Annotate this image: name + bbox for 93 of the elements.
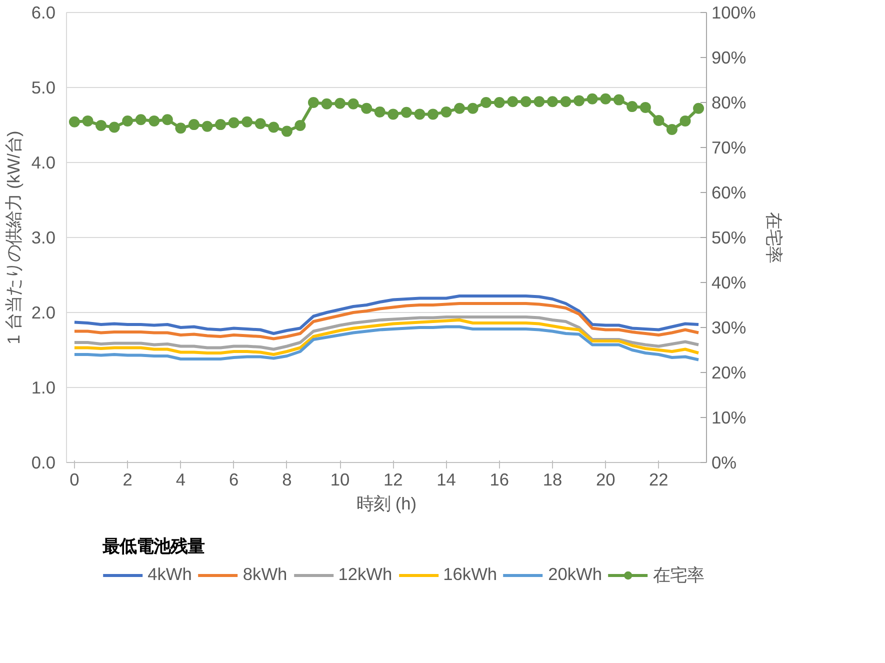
point <box>135 114 146 126</box>
point <box>626 101 638 112</box>
point <box>108 122 120 133</box>
x-tick-label: 0 <box>70 470 80 490</box>
point <box>560 96 572 108</box>
y2-tick-label: 80% <box>712 92 746 112</box>
y-tick-label: 6.0 <box>31 2 56 22</box>
legend-label: 12kWh <box>338 564 392 585</box>
legend-label: 4kWh <box>148 564 192 585</box>
x-tick-label: 4 <box>176 470 186 490</box>
line-series <box>72 294 700 335</box>
point <box>215 119 226 130</box>
y2-tick-label: 40% <box>712 272 746 292</box>
point <box>281 126 292 137</box>
y-tick-label: 2.0 <box>31 302 56 322</box>
point <box>507 96 518 108</box>
point <box>653 115 664 126</box>
line-series <box>72 318 700 356</box>
point <box>308 97 319 108</box>
y2-tick-label: 70% <box>712 138 746 158</box>
point <box>600 93 612 104</box>
y2-tick-label: 20% <box>712 362 746 382</box>
point <box>348 98 359 110</box>
point <box>400 106 412 118</box>
y-axis-title: 1 台当たりの供給力 (kW/台) <box>3 130 24 344</box>
y2-tick-label: 10% <box>712 408 746 428</box>
y2-tick-label: 60% <box>712 182 746 202</box>
point <box>162 114 173 126</box>
point <box>268 122 280 133</box>
x-tick-label: 12 <box>384 470 403 490</box>
point <box>440 106 452 118</box>
point <box>666 124 678 135</box>
point <box>640 102 651 113</box>
legend-label: 8kWh <box>242 564 288 585</box>
y2-tick-label: 50% <box>712 228 746 248</box>
x-tick-label: 22 <box>649 470 668 490</box>
point <box>228 117 240 128</box>
legend-label: 20kWh <box>548 564 602 585</box>
line-series <box>72 325 700 362</box>
y2-tick-label: 30% <box>712 318 746 338</box>
point <box>242 116 253 128</box>
point <box>388 108 399 120</box>
x-tick-label: 2 <box>122 470 132 490</box>
x-axis-title: 時刻 (h) <box>356 494 417 514</box>
point <box>122 115 134 126</box>
x-tick-label: 16 <box>490 470 510 490</box>
point <box>294 120 306 131</box>
point <box>374 106 386 118</box>
x-tick-label: 18 <box>542 470 562 490</box>
x-tick-label: 6 <box>228 470 239 490</box>
x-tick-label: 20 <box>596 470 616 490</box>
point <box>148 115 160 126</box>
point <box>427 108 438 120</box>
point <box>586 93 598 104</box>
point <box>574 95 585 106</box>
point <box>414 108 426 120</box>
x-tick-label: 8 <box>282 470 292 490</box>
point <box>202 120 213 132</box>
point <box>68 116 80 128</box>
point <box>494 97 505 108</box>
point <box>96 120 107 131</box>
point <box>467 102 478 114</box>
x-tick-label: 14 <box>436 470 456 490</box>
point <box>454 102 466 114</box>
point <box>254 118 266 130</box>
y2-axis-title: 在宅率 <box>764 212 784 263</box>
point <box>520 96 532 108</box>
point <box>361 102 372 114</box>
point <box>188 119 200 130</box>
point <box>693 102 704 114</box>
x-tick-label: 10 <box>330 470 350 490</box>
line-series <box>72 302 700 340</box>
legend-label: 在宅率 <box>653 564 704 586</box>
y-tick-label: 3.0 <box>31 228 56 248</box>
point <box>321 98 332 110</box>
point <box>480 97 492 108</box>
legend-label: 16kWh <box>443 564 498 585</box>
y-tick-label: 5.0 <box>31 78 56 98</box>
line-series <box>72 316 700 351</box>
point <box>334 98 346 109</box>
point <box>82 115 94 126</box>
y-tick-label: 4.0 <box>31 152 56 172</box>
legend-title: 最低電池残量 <box>102 534 206 558</box>
point <box>534 96 545 108</box>
y2-tick-label: 90% <box>712 48 746 68</box>
y-tick-label: 0.0 <box>31 452 56 472</box>
point <box>175 122 186 134</box>
y2-tick-label: 0% <box>712 452 737 472</box>
point <box>613 94 624 106</box>
point <box>546 96 558 108</box>
y-tick-label: 1.0 <box>31 378 56 398</box>
point <box>680 115 691 126</box>
y2-tick-label: 100% <box>712 2 756 22</box>
